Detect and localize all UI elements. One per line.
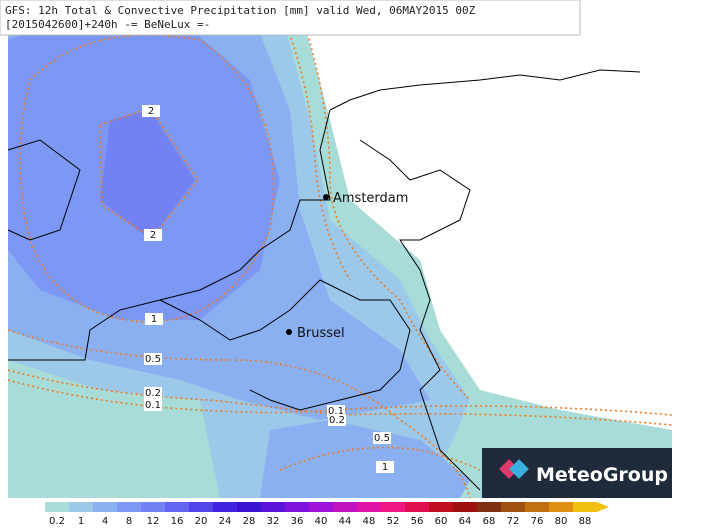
logo-icon xyxy=(499,459,519,479)
colorbar-swatch xyxy=(69,502,93,512)
contour-label-bg xyxy=(373,432,391,444)
city-marker xyxy=(323,194,329,200)
colorbar-label: 1 xyxy=(78,516,84,527)
contour-label-bg xyxy=(144,353,162,365)
contour-label: 2 xyxy=(150,230,156,241)
contour-label: 2 xyxy=(148,106,154,117)
contour-label-bg xyxy=(145,313,163,325)
colorbar-label: 36 xyxy=(291,516,304,527)
colorbar-label: 20 xyxy=(195,516,208,527)
contour xyxy=(7,369,673,426)
colorbar-swatch xyxy=(333,502,357,512)
contour-label: 1 xyxy=(382,462,388,473)
coastline xyxy=(329,69,641,491)
colorbar-swatch xyxy=(405,502,429,512)
coastline xyxy=(8,109,331,361)
contour xyxy=(7,329,471,499)
colorbar-label: 68 xyxy=(483,516,496,527)
colorbar-label: 60 xyxy=(435,516,448,527)
contour-label-bg xyxy=(144,399,162,411)
contour xyxy=(279,446,481,471)
colorbar-swatch xyxy=(429,502,453,512)
logo-icon xyxy=(509,459,529,479)
contour xyxy=(19,34,275,323)
colorbar-swatch xyxy=(45,502,69,512)
colorbar-label: 40 xyxy=(315,516,328,527)
colorbar-arrow xyxy=(597,502,609,512)
colorbar-label: 24 xyxy=(219,516,232,527)
contour-label: 0.1 xyxy=(145,400,161,411)
colorbar-swatch xyxy=(357,502,381,512)
colorbar-swatch xyxy=(309,502,333,512)
logo-text: MeteoGroup xyxy=(536,464,668,486)
colorbar-label: 12 xyxy=(147,516,160,527)
colorbar-label: 64 xyxy=(459,516,472,527)
colorbar-label: 56 xyxy=(411,516,424,527)
colorbar-swatch xyxy=(285,502,309,512)
contour-label: 0.5 xyxy=(374,433,390,444)
colorbar-label: 80 xyxy=(555,516,568,527)
colorbar-swatch xyxy=(165,502,189,512)
colorbar-swatch xyxy=(453,502,477,512)
colorbar-swatch xyxy=(189,502,213,512)
colorbar-swatch xyxy=(93,502,117,512)
colorbar-swatch xyxy=(213,502,237,512)
colorbar-swatch xyxy=(477,502,501,512)
header-line: GFS: 12h Total & Convective Precipitatio… xyxy=(5,4,476,17)
precip-area xyxy=(260,420,470,498)
colorbar-label: 8 xyxy=(126,516,132,527)
contour-label: 0.1 xyxy=(328,406,344,417)
colorbar-swatch xyxy=(237,502,261,512)
colorbar-label: 16 xyxy=(171,516,184,527)
contour-label-bg xyxy=(376,461,394,473)
contour-label: 0.2 xyxy=(329,415,345,426)
colorbar-swatch xyxy=(117,502,141,512)
colorbar-label: 72 xyxy=(507,516,520,527)
colorbar-swatch xyxy=(381,502,405,512)
map: Amsterdam Brussel xyxy=(7,8,673,499)
contour-label-bg xyxy=(142,105,160,117)
colorbar-swatch xyxy=(501,502,525,512)
colorbar-label: 52 xyxy=(387,516,400,527)
contour-label: 1 xyxy=(151,314,157,325)
city-label: Brussel xyxy=(297,326,345,341)
colorbar-label: 76 xyxy=(531,516,544,527)
border xyxy=(7,139,411,411)
colorbar-swatch xyxy=(141,502,165,512)
colorbar-swatch xyxy=(525,502,549,512)
colorbar-label: 88 xyxy=(579,516,592,527)
colorbar-label: 44 xyxy=(339,516,352,527)
contour-label-bg xyxy=(328,414,346,426)
contour xyxy=(299,9,471,401)
contour-label: 0.5 xyxy=(145,354,161,365)
colorbar-swatch xyxy=(573,502,597,512)
precip-area xyxy=(100,110,195,240)
colorbar-label: 28 xyxy=(243,516,256,527)
colorbar-swatch xyxy=(261,502,285,512)
contour-label-bg xyxy=(144,229,162,241)
colorbar-label: 4 xyxy=(102,516,108,527)
colorbar-label: 32 xyxy=(267,516,280,527)
colorbar-swatch xyxy=(549,502,573,512)
contour xyxy=(99,107,199,240)
contour-label-bg xyxy=(144,387,162,399)
logo: MeteoGroup xyxy=(482,448,672,498)
contour-label: 0.2 xyxy=(145,388,161,399)
city-label: Amsterdam xyxy=(333,191,408,206)
header-box xyxy=(0,0,581,36)
contour xyxy=(7,379,673,416)
city-marker xyxy=(286,329,292,335)
colorbar-label: 0.2 xyxy=(49,516,65,527)
colorbar: 0.2 1 4 8 12 16 20 24 28 32 36 40 44 48 52 56 60 64 68 72 76… xyxy=(45,502,609,527)
header-line: [2015042600]+240h -= BeNeLux =- xyxy=(5,18,210,31)
colorbar-label: 48 xyxy=(363,516,376,527)
